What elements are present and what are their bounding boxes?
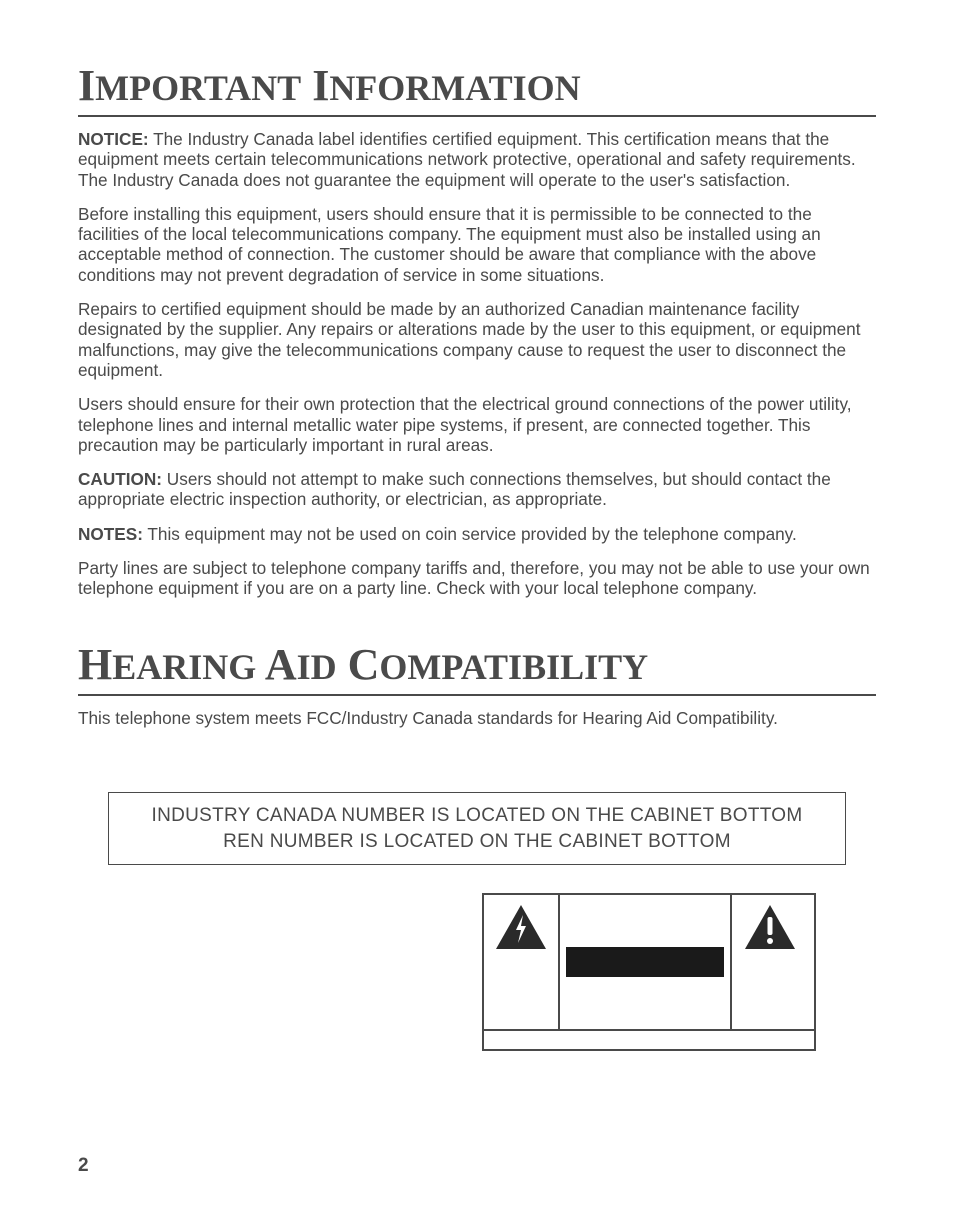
title-rest: NFORMATION xyxy=(329,68,580,108)
warning-cell-alert xyxy=(732,895,808,1029)
paragraph: Repairs to certified equipment should be… xyxy=(78,299,876,380)
paragraph: This telephone system meets FCC/Industry… xyxy=(78,708,876,728)
paragraph: Party lines are subject to telephone com… xyxy=(78,558,876,599)
title-cap: I xyxy=(301,61,329,110)
title-cap: C xyxy=(337,640,380,689)
lead-notes: NOTES: xyxy=(78,524,143,544)
paragraph-notice: NOTICE: The Industry Canada label identi… xyxy=(78,129,876,190)
spacer xyxy=(78,613,876,639)
shock-hazard-icon xyxy=(494,903,548,951)
paragraph: Users should ensure for their own protec… xyxy=(78,394,876,455)
title-rest: OMPATIBILITY xyxy=(379,647,648,687)
title-cap: I xyxy=(78,61,95,110)
paragraph: Before installing this equipment, users … xyxy=(78,204,876,285)
boxed-location-note: INDUSTRY CANADA NUMBER IS LOCATED ON THE… xyxy=(108,792,846,865)
paragraph-notes: NOTES: This equipment may not be used on… xyxy=(78,524,876,544)
warning-bottom-row xyxy=(484,1031,814,1049)
warning-black-bar xyxy=(566,947,724,977)
document-page: IMPORTANT INFORMATION NOTICE: The Indust… xyxy=(0,0,954,1215)
paragraph-text: The Industry Canada label identifies cer… xyxy=(78,129,856,190)
page-number: 2 xyxy=(78,1155,89,1177)
title-cap: H xyxy=(78,640,112,689)
lead-caution: CAUTION: xyxy=(78,469,162,489)
spacer xyxy=(78,742,876,768)
title-rest: MPORTANT xyxy=(95,68,301,108)
title-rest: EARING xyxy=(112,647,256,687)
boxed-note-line: REN NUMBER IS LOCATED ON THE CABINET BOT… xyxy=(123,829,831,855)
section-title-important-information: IMPORTANT INFORMATION xyxy=(78,60,876,117)
warning-box xyxy=(482,893,816,1051)
warning-cell-mid xyxy=(560,895,732,1029)
paragraph-caution: CAUTION: Users should not attempt to mak… xyxy=(78,469,876,510)
alert-icon xyxy=(743,903,797,951)
warning-top-row xyxy=(484,895,814,1031)
title-cap: A xyxy=(256,640,296,689)
lead-notice: NOTICE: xyxy=(78,129,149,149)
section-title-hearing-aid: HEARING AID COMPATIBILITY xyxy=(78,639,876,696)
paragraph-text: This equipment may not be used on coin s… xyxy=(143,524,797,544)
title-rest: ID xyxy=(297,647,337,687)
paragraph-text: Users should not attempt to make such co… xyxy=(78,469,831,509)
boxed-note-line: INDUSTRY CANADA NUMBER IS LOCATED ON THE… xyxy=(123,803,831,829)
warning-cell-shock xyxy=(484,895,560,1029)
